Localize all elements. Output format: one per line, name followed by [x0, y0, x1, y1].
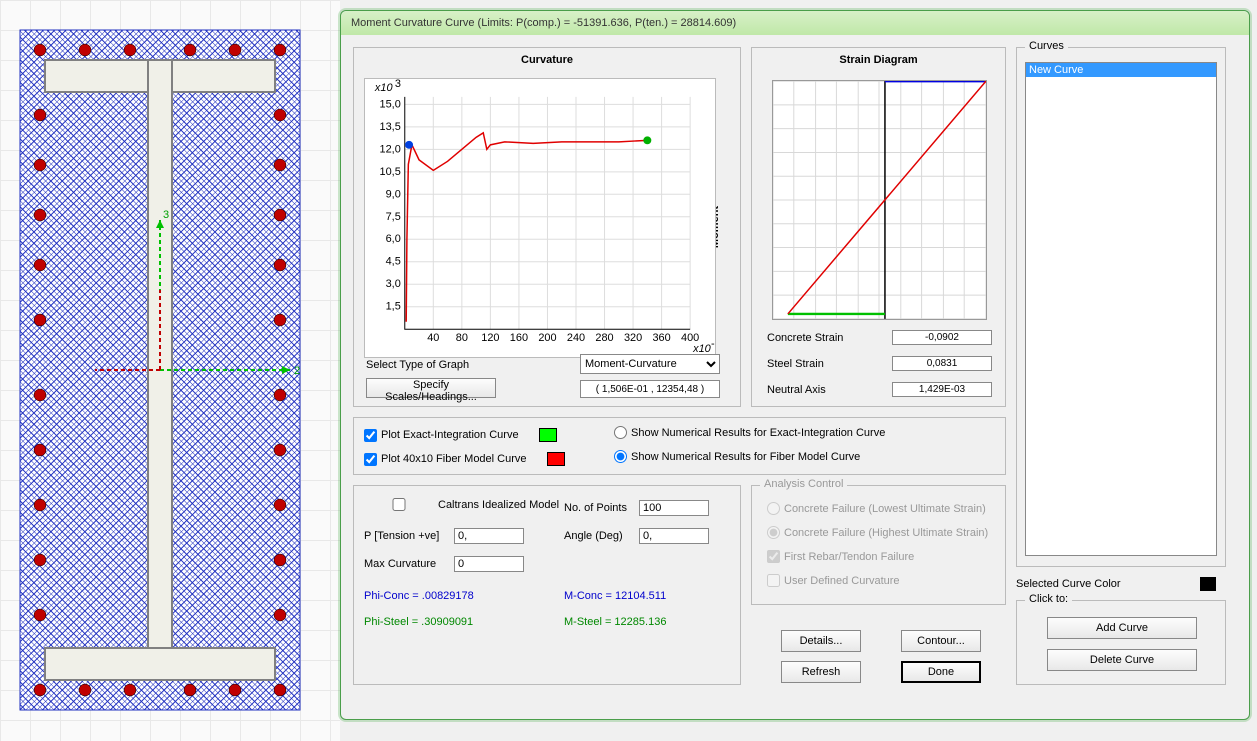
plot-exact-checkbox[interactable]	[364, 429, 377, 442]
svg-text:13,5: 13,5	[380, 121, 401, 133]
nopoints-input[interactable]	[639, 500, 709, 516]
analysis-control-groupbox: Analysis Control Concrete Failure (Lowes…	[751, 485, 1006, 605]
phi-conc-text: Phi-Conc = .00829178	[364, 590, 474, 602]
show-exact-radio[interactable]	[614, 426, 627, 439]
details-button[interactable]: Details...	[781, 630, 861, 652]
coords-display: ( 1,506E-01 , 12354,48 )	[580, 380, 720, 398]
svg-text:x10: x10	[374, 82, 393, 94]
angle-label: Angle (Deg)	[564, 530, 639, 542]
show-fiber-radio[interactable]	[614, 450, 627, 463]
curvature-title: Curvature	[354, 54, 740, 66]
plot-exact-label: Plot Exact-Integration Curve	[381, 429, 519, 441]
caltrans-checkbox[interactable]	[364, 498, 434, 511]
refresh-button[interactable]: Refresh	[781, 661, 861, 683]
plot-options-groupbox: Plot Exact-Integration Curve Show Numeri…	[353, 417, 1006, 475]
neutral-axis-label: Neutral Axis	[767, 384, 826, 396]
dialog-titlebar[interactable]: Moment Curvature Curve (Limits: P(comp.)…	[341, 11, 1249, 35]
svg-text:40: 40	[427, 332, 439, 344]
params-groupbox: Caltrans Idealized Model P [Tension +ve]…	[353, 485, 741, 685]
neutral-axis-value: 1,429E-03	[892, 382, 992, 397]
plot-fiber-label: Plot 40x10 Fiber Model Curve	[381, 453, 527, 465]
section-viewer: 2 3	[0, 0, 340, 741]
section-svg: 2 3	[0, 0, 340, 741]
curves-listbox[interactable]: New Curve	[1025, 62, 1217, 556]
svg-text:7,5: 7,5	[386, 211, 401, 223]
analysis-opt3: First Rebar/Tendon Failure	[784, 551, 914, 563]
selected-color-swatch[interactable]	[1200, 577, 1216, 591]
svg-text:240: 240	[567, 332, 585, 344]
angle-input[interactable]	[639, 528, 709, 544]
strain-groupbox: Strain Diagram Concrete Strain -0,0902 S…	[751, 47, 1006, 407]
caltrans-label: Caltrans Idealized Model	[438, 499, 559, 511]
p-label: P [Tension +ve]	[364, 530, 454, 542]
analysis-opt4-check	[767, 574, 780, 587]
svg-text:120: 120	[481, 332, 499, 344]
svg-text:2: 2	[294, 365, 300, 377]
curves-groupbox: Curves New Curve	[1016, 47, 1226, 567]
clickto-legend: Click to:	[1025, 593, 1072, 605]
analysis-opt2-radio	[767, 526, 780, 539]
analysis-opt4: User Defined Curvature	[784, 575, 900, 587]
moment-curvature-dialog: Moment Curvature Curve (Limits: P(comp.)…	[340, 10, 1250, 720]
curvature-plot[interactable]: x103 1,53,04,56,07,59,010,512,013,515,0 …	[364, 78, 716, 358]
svg-text:9,0: 9,0	[386, 188, 401, 200]
curves-legend: Curves	[1025, 40, 1068, 52]
analysis-opt1: Concrete Failure (Lowest Ultimate Strain…	[784, 503, 986, 515]
curvature-groupbox: Curvature Moment x103 1,53,04,56,07,59,0…	[353, 47, 741, 407]
specify-scales-button[interactable]: Specify Scales/Headings...	[366, 378, 496, 398]
dialog-title: Moment Curvature Curve (Limits: P(comp.)…	[351, 17, 736, 29]
svg-text:1,5: 1,5	[386, 301, 401, 313]
svg-text:10,5: 10,5	[380, 166, 401, 178]
max-curvature-label: Max Curvature	[364, 558, 454, 570]
analysis-opt3-check	[767, 550, 780, 563]
dialog-body: Curvature Moment x103 1,53,04,56,07,59,0…	[341, 35, 1249, 719]
plot-fiber-checkbox[interactable]	[364, 453, 377, 466]
svg-text:160: 160	[510, 332, 528, 344]
steel-strain-value: 0,0831	[892, 356, 992, 371]
analysis-legend: Analysis Control	[760, 478, 847, 490]
svg-text:320: 320	[624, 332, 642, 344]
analysis-opt2: Concrete Failure (Highest Ultimate Strai…	[784, 527, 988, 539]
graph-type-select[interactable]: Moment-Curvature	[580, 354, 720, 374]
fiber-color-swatch	[547, 452, 565, 466]
phi-steel-text: Phi-Steel = .30909091	[364, 616, 473, 628]
clickto-groupbox: Click to: Add Curve Delete Curve	[1016, 600, 1226, 685]
svg-text:280: 280	[595, 332, 613, 344]
svg-text:-3: -3	[711, 338, 716, 350]
strain-plot	[772, 80, 987, 320]
svg-text:3: 3	[163, 209, 169, 221]
contour-button[interactable]: Contour...	[901, 630, 981, 652]
m-conc-text: M-Conc = 12104.511	[564, 590, 666, 602]
svg-text:6,0: 6,0	[386, 233, 401, 245]
selected-color-label: Selected Curve Color	[1016, 578, 1121, 590]
steel-strain-label: Steel Strain	[767, 358, 824, 370]
add-curve-button[interactable]: Add Curve	[1047, 617, 1197, 639]
svg-text:3: 3	[395, 78, 401, 90]
select-graph-label: Select Type of Graph	[366, 359, 469, 371]
delete-curve-button[interactable]: Delete Curve	[1047, 649, 1197, 671]
svg-text:200: 200	[538, 332, 556, 344]
max-curvature-input[interactable]	[454, 556, 524, 572]
analysis-opt1-radio	[767, 502, 780, 515]
svg-text:12,0: 12,0	[380, 143, 401, 155]
strain-title: Strain Diagram	[752, 54, 1005, 66]
curve-item[interactable]: New Curve	[1026, 63, 1216, 77]
m-steel-text: M-Steel = 12285.136	[564, 616, 666, 628]
nopoints-label: No. of Points	[564, 502, 639, 514]
svg-text:3,0: 3,0	[386, 278, 401, 290]
concrete-strain-value: -0,0902	[892, 330, 992, 345]
p-input[interactable]	[454, 528, 524, 544]
svg-text:360: 360	[652, 332, 670, 344]
svg-text:80: 80	[456, 332, 468, 344]
selected-curve-color-row: Selected Curve Color	[1016, 577, 1216, 591]
done-button[interactable]: Done	[901, 661, 981, 683]
svg-text:15,0: 15,0	[380, 98, 401, 110]
show-fiber-label: Show Numerical Results for Fiber Model C…	[631, 451, 860, 463]
concrete-strain-label: Concrete Strain	[767, 332, 843, 344]
svg-text:4,5: 4,5	[386, 256, 401, 268]
show-exact-label: Show Numerical Results for Exact-Integra…	[631, 427, 885, 439]
exact-color-swatch	[539, 428, 557, 442]
